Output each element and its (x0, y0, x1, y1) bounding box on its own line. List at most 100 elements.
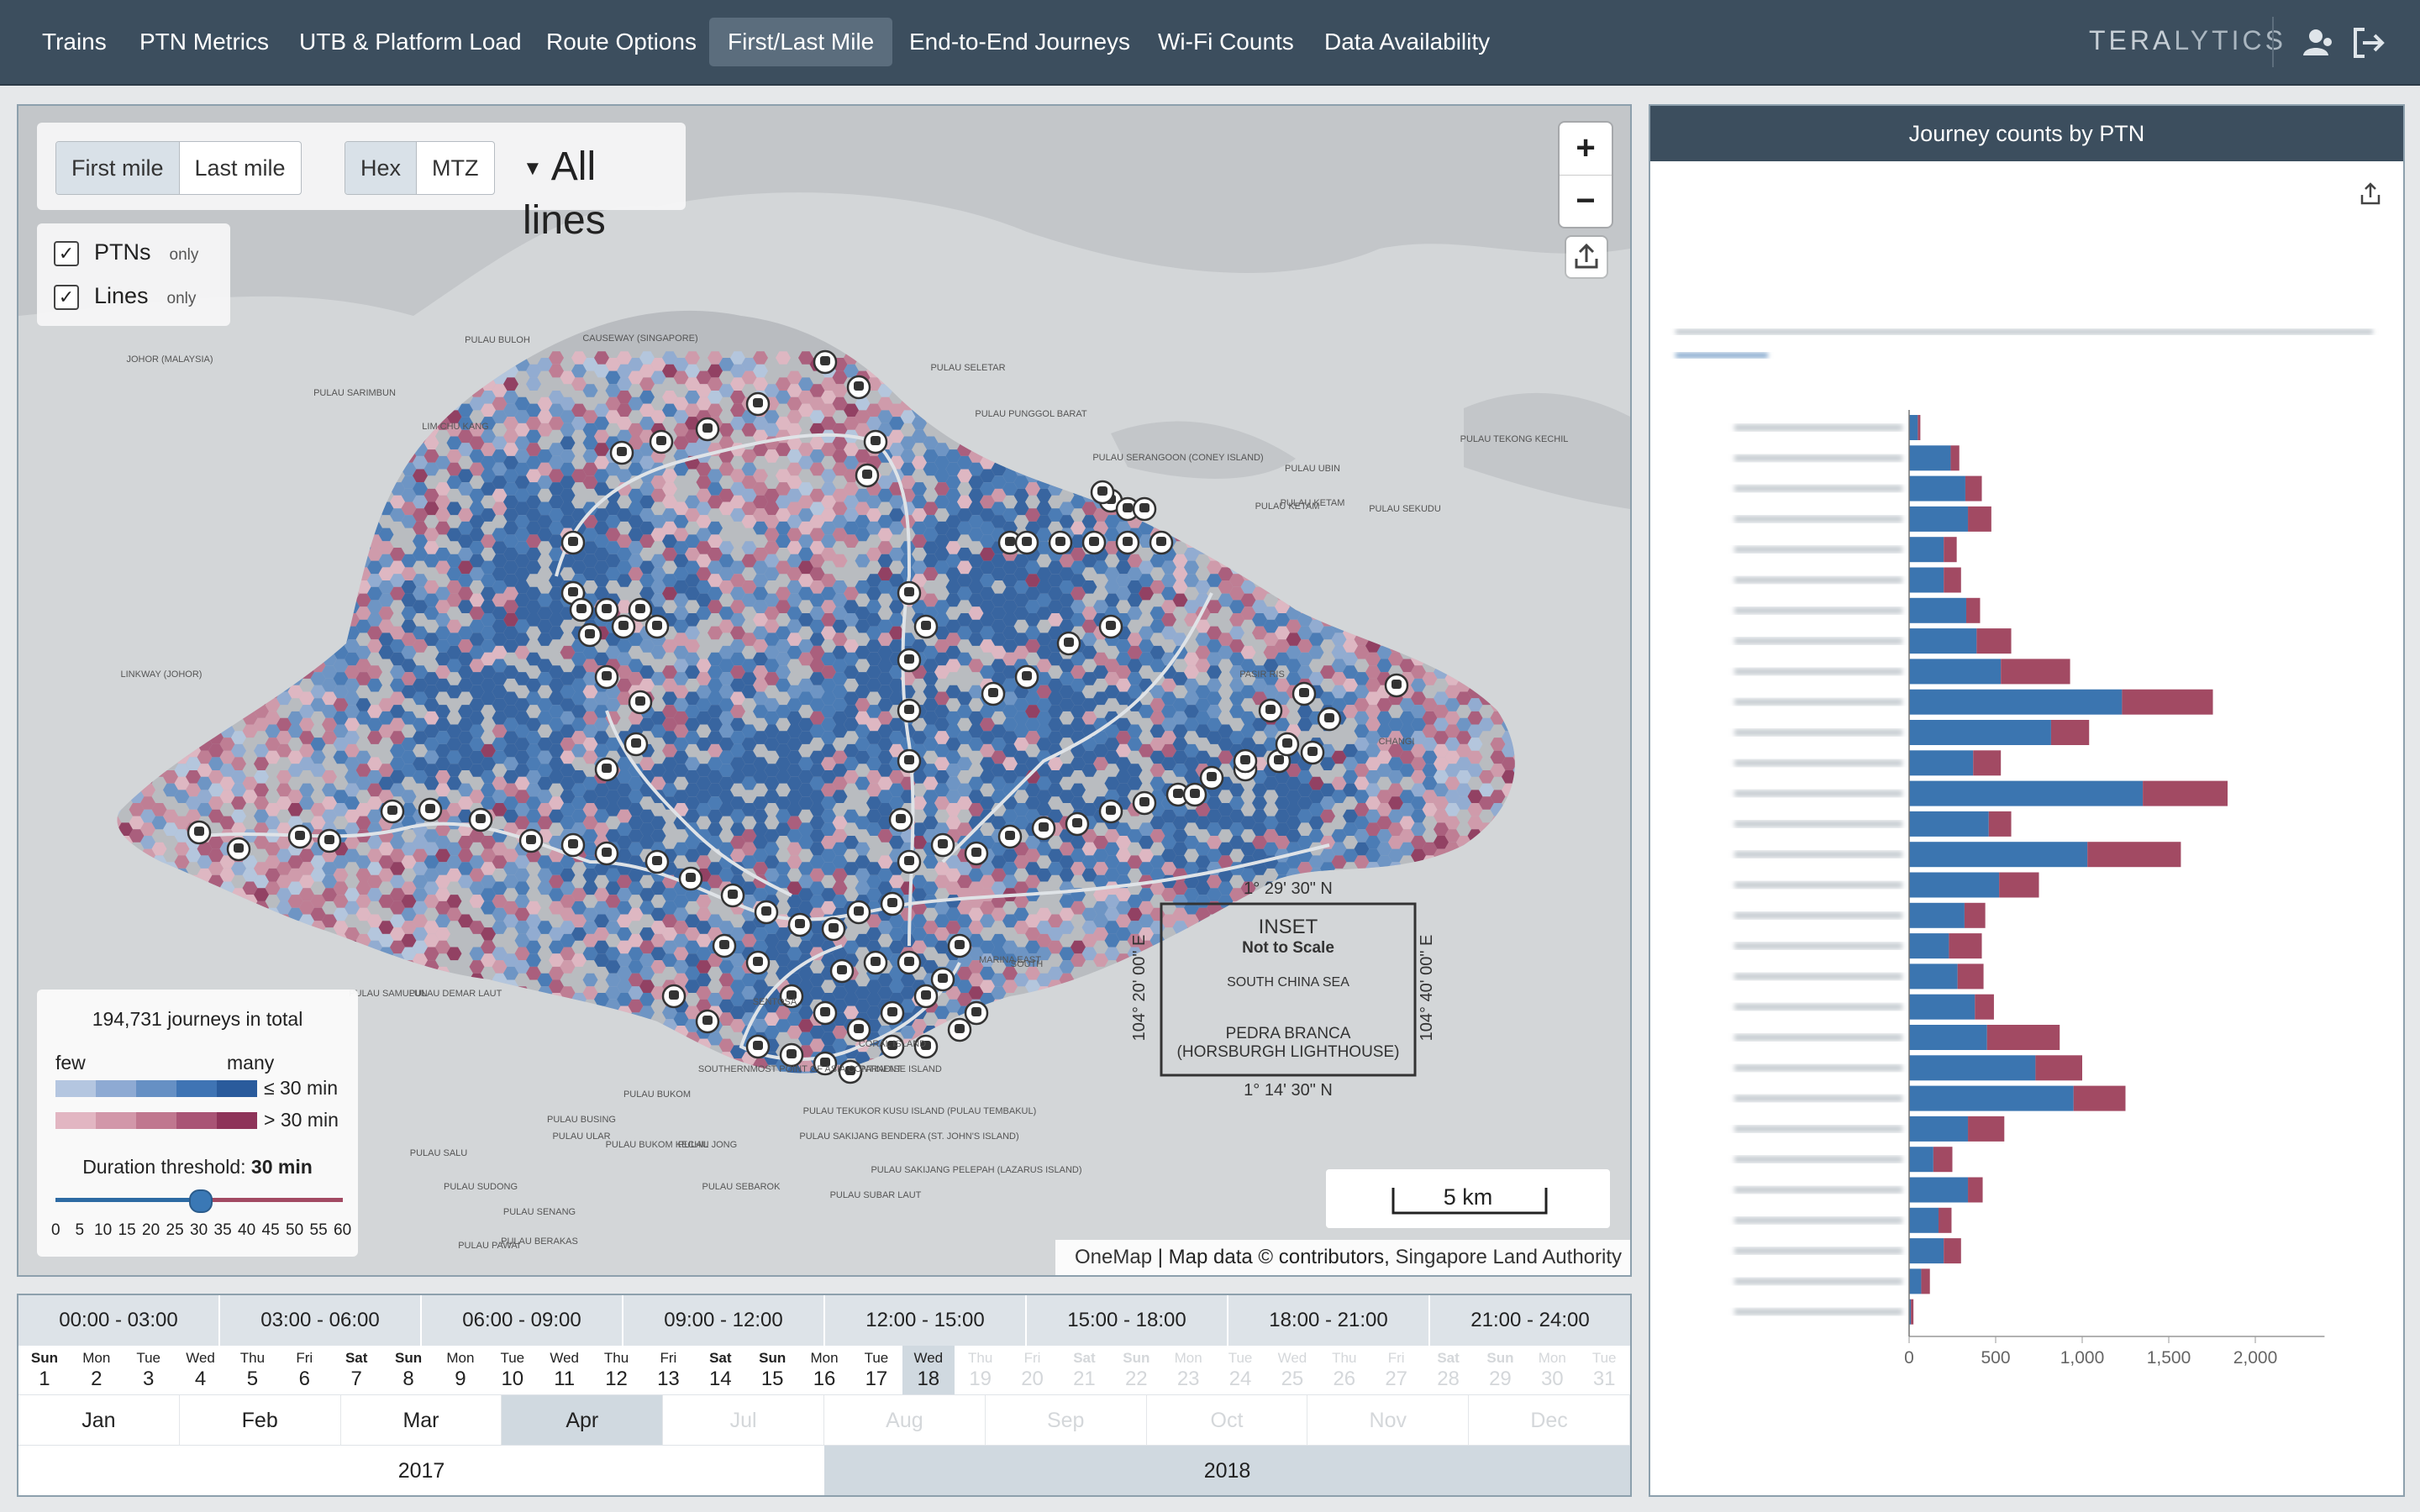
ptn-station-marker[interactable] (1098, 614, 1123, 639)
ptn-station-marker[interactable] (1233, 748, 1258, 774)
day-cell[interactable]: Sun 1 (18, 1346, 71, 1394)
bar-under-30min[interactable] (1909, 445, 1951, 471)
ptn-station-marker[interactable] (609, 440, 634, 465)
ptn-station-marker[interactable] (560, 530, 586, 555)
day-cell[interactable]: Wed 4 (175, 1346, 227, 1394)
month-cell[interactable]: Feb (180, 1395, 341, 1446)
ptn-station-marker[interactable] (863, 950, 888, 975)
ptn-station-marker[interactable] (611, 614, 636, 639)
ptn-station-marker[interactable] (997, 824, 1023, 849)
nav-tab-data-availability[interactable]: Data Availability (1324, 29, 1491, 55)
export-map-icon[interactable] (1566, 237, 1607, 277)
nav-tab-route-options[interactable]: Route Options (546, 29, 697, 55)
bar-over-30min[interactable] (1944, 537, 1957, 563)
month-cell[interactable]: Nov (1307, 1395, 1470, 1446)
bar-over-30min[interactable] (1975, 994, 1994, 1020)
layer-lines[interactable]: ✓ Lines only (54, 279, 196, 312)
day-cell[interactable]: Mon 2 (71, 1346, 123, 1394)
ptn-station-marker[interactable] (846, 900, 871, 925)
bar-under-30min[interactable] (1909, 1177, 1969, 1203)
bar-over-30min[interactable] (1944, 567, 1961, 593)
time-slot[interactable]: 21:00 - 24:00 (1470, 1309, 1590, 1331)
ptn-station-marker[interactable] (1300, 740, 1325, 765)
sla-link[interactable]: Singapore Land Authority (1395, 1246, 1622, 1268)
ptn-station-marker[interactable] (745, 1034, 771, 1059)
bar-over-30min[interactable] (1921, 1268, 1930, 1294)
nav-tab-first-last-mile[interactable]: First/Last Mile (709, 18, 893, 66)
day-cell[interactable]: Thu 5 (227, 1346, 279, 1394)
time-slot[interactable]: 12:00 - 15:00 (825, 1295, 1027, 1346)
ptn-station-marker[interactable] (1090, 480, 1115, 505)
day-cell[interactable]: Wed 18 (902, 1346, 955, 1394)
ptn-station-marker[interactable] (560, 832, 586, 858)
ptn-station-marker[interactable] (1056, 631, 1081, 656)
ptn-station-marker[interactable] (644, 614, 670, 639)
bar-over-30min[interactable] (1976, 628, 2012, 654)
bar-over-30min[interactable] (1999, 872, 2039, 898)
month-cell[interactable]: Jan (18, 1395, 180, 1446)
ptn-station-marker[interactable] (897, 950, 922, 975)
nav-tab-end-to-end-journeys[interactable]: End-to-End Journeys (909, 29, 1131, 55)
ptn-station-marker[interactable] (649, 429, 674, 454)
bar-over-30min[interactable] (2050, 720, 2090, 745)
day-cell[interactable]: Sun 29 (1475, 1346, 1527, 1394)
ptn-station-marker[interactable] (880, 1000, 905, 1026)
ptn-station-marker[interactable] (1275, 732, 1300, 757)
ptn-station-marker[interactable] (897, 580, 922, 606)
ptn-station-marker[interactable] (187, 820, 212, 845)
ptn-station-marker[interactable] (1132, 790, 1157, 816)
ptn-station-marker[interactable] (813, 1051, 838, 1076)
day-cell[interactable]: Wed 25 (1266, 1346, 1318, 1394)
onemap-link[interactable]: OneMap (1075, 1246, 1153, 1268)
day-cell[interactable]: Fri 6 (278, 1346, 330, 1394)
ptn-station-marker[interactable] (913, 614, 939, 639)
time-slot[interactable]: 06:00 - 09:00 (422, 1295, 623, 1346)
day-cell[interactable]: Mon 23 (1162, 1346, 1214, 1394)
first-mile-button[interactable]: First mile (56, 142, 180, 194)
ptn-station-marker[interactable] (644, 849, 670, 874)
ptn-station-marker[interactable] (897, 748, 922, 774)
bar-under-30min[interactable] (1909, 1238, 1944, 1264)
day-cell[interactable]: Sun 15 (746, 1346, 798, 1394)
bar-under-30min[interactable] (1909, 811, 1989, 837)
bar-over-30min[interactable] (2122, 689, 2213, 715)
ptn-station-marker[interactable] (1292, 681, 1317, 706)
bar-over-30min[interactable] (1944, 1238, 1961, 1264)
ptn-station-marker[interactable] (594, 664, 619, 690)
ptn-station-marker[interactable] (838, 1059, 863, 1084)
day-cell[interactable]: Mon 30 (1526, 1346, 1578, 1394)
ptn-station-marker[interactable] (712, 933, 737, 958)
bar-under-30min[interactable] (1909, 1299, 1912, 1325)
day-cell[interactable]: Mon 16 (798, 1346, 850, 1394)
threshold-slider-handle[interactable] (189, 1189, 213, 1213)
day-cell[interactable]: Tue 10 (487, 1346, 539, 1394)
bar-under-30min[interactable] (1909, 475, 1965, 501)
bar-under-30min[interactable] (1909, 1268, 1922, 1294)
bar-under-30min[interactable] (1909, 994, 1975, 1020)
day-cell[interactable]: Tue 31 (1578, 1346, 1630, 1394)
ptn-station-marker[interactable] (1115, 496, 1140, 522)
ptn-station-marker[interactable] (1182, 782, 1207, 807)
ptn-station-marker[interactable] (1098, 799, 1123, 824)
export-chart-icon[interactable] (2356, 180, 2385, 208)
month-cell[interactable]: Jul (663, 1395, 824, 1446)
month-cell[interactable]: Sep (986, 1395, 1147, 1446)
bar-under-30min[interactable] (1909, 506, 1969, 532)
bar-over-30min[interactable] (2035, 1055, 2082, 1081)
bar-under-30min[interactable] (1909, 933, 1949, 959)
ptn-station-marker[interactable] (897, 698, 922, 723)
bar-over-30min[interactable] (1957, 963, 1984, 990)
bar-over-30min[interactable] (1986, 1025, 2060, 1050)
ptn-station-marker[interactable] (964, 1000, 989, 1026)
ptn-station-marker[interactable] (880, 1034, 905, 1059)
zoom-in-button[interactable]: + (1576, 129, 1596, 166)
day-cell[interactable]: Fri 27 (1370, 1346, 1423, 1394)
mtz-button[interactable]: MTZ (432, 155, 479, 181)
ptn-station-marker[interactable] (897, 648, 922, 673)
ptn-station-marker[interactable] (695, 417, 720, 442)
ptn-station-marker[interactable] (779, 984, 804, 1009)
bar-under-30min[interactable] (1909, 1207, 1939, 1233)
day-cell[interactable]: Thu 26 (1318, 1346, 1370, 1394)
bar-over-30min[interactable] (1988, 811, 2012, 837)
bar-under-30min[interactable] (1909, 1116, 1969, 1142)
